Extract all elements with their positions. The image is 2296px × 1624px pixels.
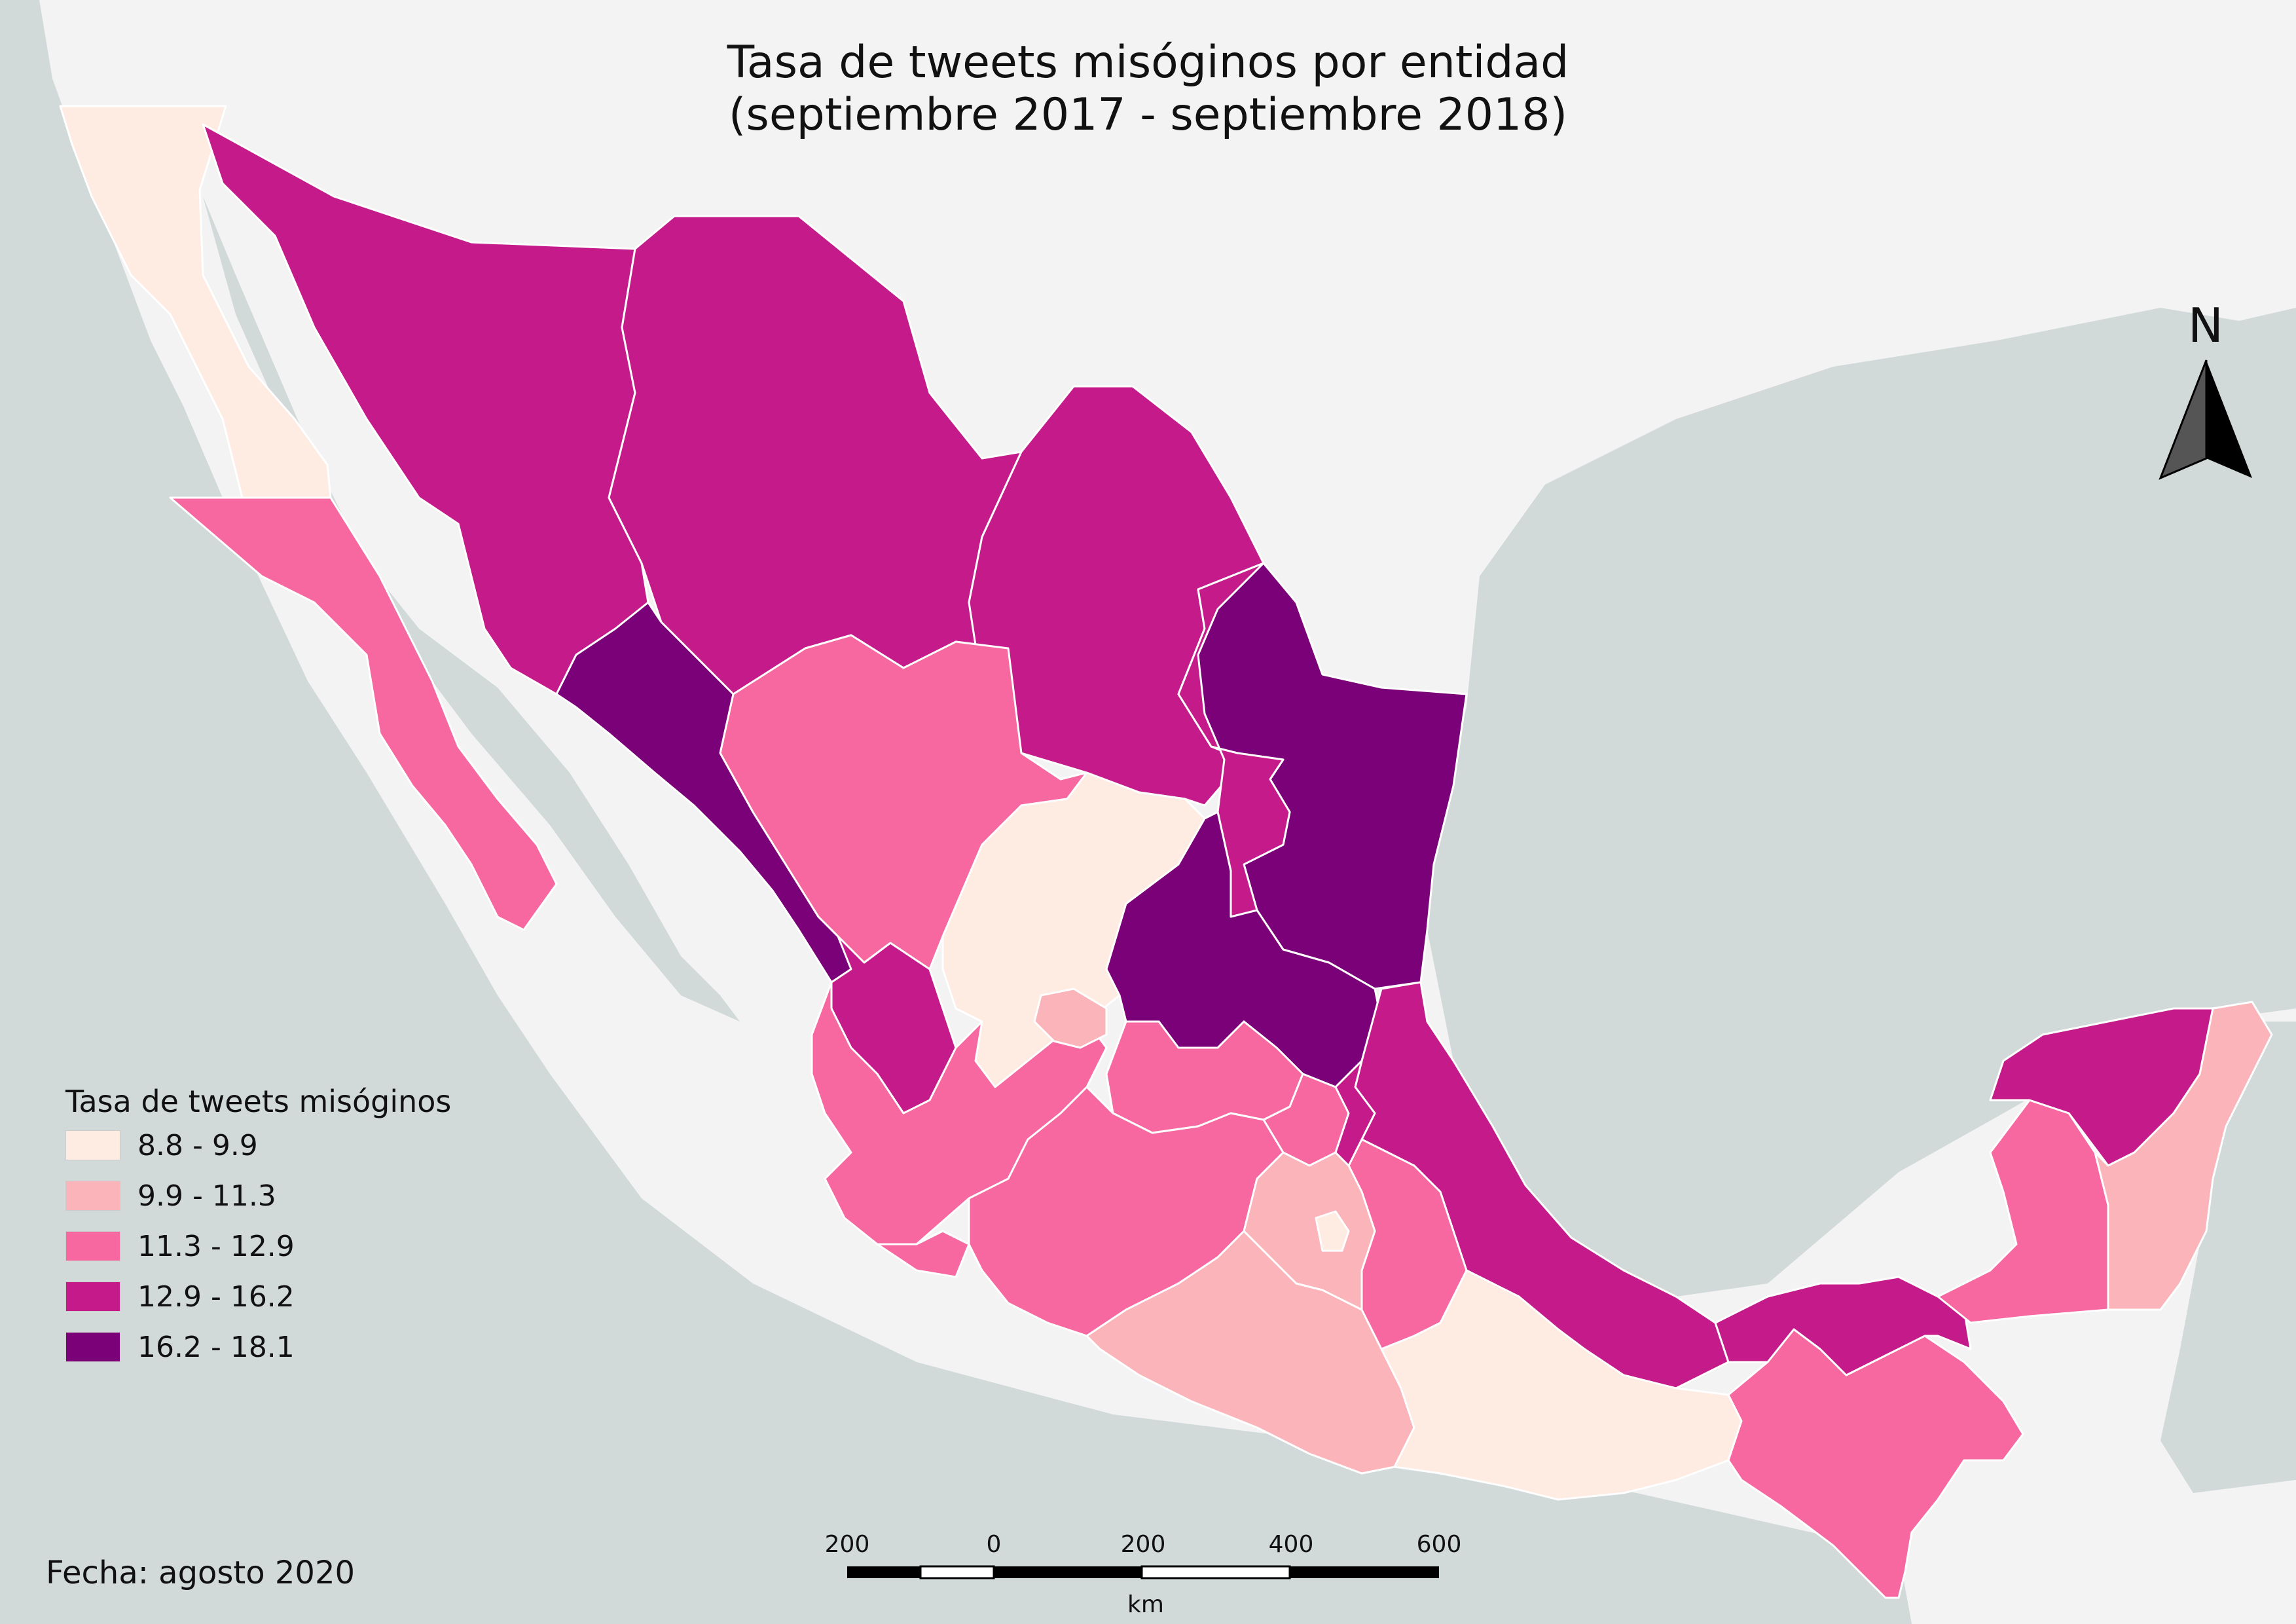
scale-unit: km: [1127, 1591, 1164, 1618]
legend-swatch: [65, 1130, 120, 1160]
state-quintana-roo[interactable]: [2094, 1001, 2273, 1311]
north-arrow-icon: [2159, 360, 2252, 480]
legend-swatch: [65, 1181, 120, 1211]
legend-label: 16.2 - 18.1: [137, 1331, 295, 1364]
scale-tick-label: 0: [986, 1531, 1002, 1558]
state-tabasco[interactable]: [1714, 1276, 1972, 1376]
state-jalisco[interactable]: [811, 981, 1108, 1246]
scale-tick-label: 400: [1268, 1531, 1314, 1558]
state-aguascalientes[interactable]: [1033, 987, 1108, 1049]
state-estado-de-mexico[interactable]: [1243, 1151, 1376, 1311]
legend-label: 12.9 - 16.2: [137, 1280, 295, 1314]
state-baja-california-sur[interactable]: [169, 496, 558, 931]
legend-label: 8.8 - 9.9: [137, 1129, 258, 1162]
scale-tick-label: 600: [1416, 1531, 1462, 1558]
state-nuevo-leon[interactable]: [1177, 562, 1291, 918]
scale-tick-label: 200: [1120, 1531, 1166, 1558]
legend-swatch: [65, 1332, 120, 1362]
map-title-line-2: (septiembre 2017 - septiembre 2018): [728, 89, 1568, 141]
scale-bar-graphic: [847, 1565, 1439, 1579]
map-title-line-1: Tasa de tweets misóginos por entidad: [727, 37, 1569, 88]
legend-title: Tasa de tweets misóginos: [65, 1084, 452, 1119]
state-hidalgo[interactable]: [1334, 1060, 1376, 1167]
north-label: N: [2188, 298, 2223, 353]
legend-swatch: [65, 1231, 120, 1261]
pacific-ocean: [0, 0, 1912, 1624]
scale-tick-label: 200: [824, 1531, 870, 1558]
date-footer: Fecha: agosto 2020: [46, 1555, 355, 1591]
legend-label: 11.3 - 12.9: [137, 1230, 295, 1263]
legend-swatch: [65, 1282, 120, 1312]
caribbean-sea: [2160, 1022, 2296, 1493]
state-ciudad-de-mexico[interactable]: [1315, 1210, 1350, 1252]
states-layer: [59, 105, 2273, 1599]
legend-label: 9.9 - 11.3: [137, 1179, 276, 1213]
